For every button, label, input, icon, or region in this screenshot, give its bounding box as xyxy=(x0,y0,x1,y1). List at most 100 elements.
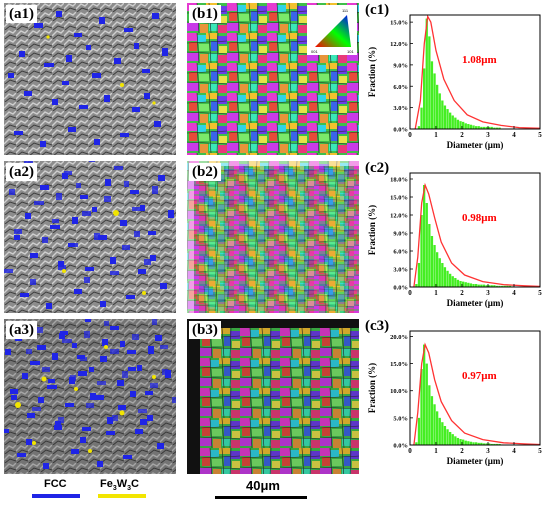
ipf-map-b1: 001 101 111 (b1) xyxy=(187,3,359,155)
phase-map-a3: (a3) xyxy=(4,319,176,474)
histogram-bar xyxy=(490,285,493,287)
phase-legend: FCC Fe3W3C 40μm xyxy=(0,478,550,508)
histogram-bar xyxy=(469,283,473,287)
histogram-bar xyxy=(417,417,421,445)
panel-label-b3: (b3) xyxy=(189,321,221,339)
x-tick-label: 2 xyxy=(460,447,464,455)
histogram-bar xyxy=(425,363,428,445)
x-tick-label: 5 xyxy=(538,447,542,455)
legend-fcc-label: FCC xyxy=(44,478,67,490)
ipf-color-key-triangle xyxy=(315,15,351,47)
y-tick-label: 3.0% xyxy=(393,267,408,274)
histogram-bar xyxy=(490,443,493,445)
histogram-bar xyxy=(506,285,509,287)
histogram-bar xyxy=(480,442,483,445)
histogram-bar xyxy=(462,439,465,445)
x-tick-label: 1 xyxy=(434,289,438,297)
histogram-bar xyxy=(428,385,431,445)
histogram-bar xyxy=(441,100,444,129)
histogram-bar xyxy=(420,369,423,445)
histogram-bar xyxy=(493,443,496,445)
histogram-bar xyxy=(475,126,478,129)
histogram-bar xyxy=(436,411,439,445)
histogram-bar xyxy=(441,263,444,287)
histogram-bar xyxy=(456,279,460,287)
y-tick-label: 3.0% xyxy=(393,105,408,112)
y-tick-label: 15.0% xyxy=(390,20,408,27)
ipf-key-001: 001 xyxy=(311,49,318,54)
ipf-key-101: 101 xyxy=(347,49,354,54)
phase-map-a2: (a2) xyxy=(4,161,176,313)
y-tick-label: 6.0% xyxy=(393,249,408,256)
histogram-bar xyxy=(436,252,439,287)
x-axis-label: Diameter (μm) xyxy=(447,140,504,150)
y-tick-label: 5.0% xyxy=(393,415,408,422)
panel-label-c3: (c3) xyxy=(365,318,390,334)
histogram-bar xyxy=(430,61,434,129)
y-tick-label: 9.0% xyxy=(393,231,408,238)
histogram-bar xyxy=(443,105,447,129)
legend-carbide-swatch xyxy=(98,494,146,498)
x-tick-label: 4 xyxy=(512,447,516,455)
histogram-bar xyxy=(508,285,512,287)
histogram-bar xyxy=(462,281,465,287)
histogram-bar xyxy=(438,258,441,287)
histogram-bar xyxy=(451,115,454,129)
chart-c2-svg: 0.0% 3.0% 6.0% 9.0% 12.0% 15.0% 18.0% 0 1 2 3 4 5 Dia… xyxy=(367,172,542,308)
panel-label-b1: (b1) xyxy=(189,5,221,23)
histogram-bar xyxy=(472,442,475,445)
x-tick-label: 3 xyxy=(486,447,490,455)
grain-size-chart-c2: (c2) 0.0% 3.0% 6.0% 9.0% 12.0% 15.0% 18.0% 0 1 2 3… xyxy=(365,160,546,316)
y-axis-label: Fraction (%) xyxy=(367,205,377,255)
histogram-bar xyxy=(436,84,439,129)
histogram-bar xyxy=(443,426,447,445)
histogram-bar xyxy=(428,36,431,129)
mean-diameter-annotation: 0.97μm xyxy=(462,370,497,382)
histogram-bar xyxy=(415,442,418,445)
histogram-bar xyxy=(488,285,491,287)
histogram-bar xyxy=(449,112,452,129)
panel-label-c2: (c2) xyxy=(365,160,390,176)
x-tick-label: 3 xyxy=(486,131,490,139)
histogram-bar xyxy=(441,422,444,445)
histogram-bar xyxy=(451,276,454,287)
plot-frame xyxy=(409,172,541,288)
histogram-bar xyxy=(498,127,501,129)
histogram-bar xyxy=(498,285,501,287)
histogram-bar xyxy=(428,224,431,287)
histogram-bar xyxy=(423,185,426,287)
ipf-key-111: 111 xyxy=(342,8,349,13)
y-tick-label: 20.0% xyxy=(390,334,408,341)
histogram-bar xyxy=(495,127,499,129)
y-tick-label: 0.0% xyxy=(393,127,408,134)
phase-map-a2-image xyxy=(4,161,176,313)
lognormal-fit-curve xyxy=(413,182,541,288)
chart-c1-svg: 0.0% 3.0% 6.0% 9.0% 12.0% 15.0% 0 1 2 3 4 5 Diameter… xyxy=(367,14,542,150)
y-tick-label: 6.0% xyxy=(393,84,408,91)
histogram-bar xyxy=(495,443,499,445)
y-tick-label: 0.0% xyxy=(393,285,408,292)
histogram-bar xyxy=(490,126,493,129)
lognormal-fit-curve xyxy=(413,342,541,446)
histogram-bar xyxy=(420,107,423,129)
panel-label-a3: (a3) xyxy=(6,321,37,339)
x-tick-label: 4 xyxy=(512,289,516,297)
histogram-bar xyxy=(477,442,480,445)
histogram-bar xyxy=(464,123,467,129)
mean-diameter-annotation: 0.98μm xyxy=(462,212,497,224)
histogram-bar xyxy=(488,126,491,129)
y-tick-label: 18.0% xyxy=(390,177,408,184)
x-tick-label: 2 xyxy=(460,289,464,297)
histogram-bar xyxy=(449,431,452,445)
panel-label-b2: (b2) xyxy=(189,163,221,181)
grain-size-chart-c1: (c1) 0.0% 3.0% 6.0% 9.0% 12.0% 15.0% 0 1 2 3 4 5 Dia… xyxy=(365,2,546,158)
histogram-bar xyxy=(451,434,454,445)
plot-frame xyxy=(409,14,541,130)
histogram-bar xyxy=(493,285,496,287)
histogram-bar xyxy=(425,18,428,129)
scale-bar xyxy=(215,496,307,499)
histogram-bar xyxy=(477,284,480,287)
histogram-bar xyxy=(467,282,470,287)
grain-size-chart-c3: (c3) 0.0% 5.0% 10.0% 15.0% 20.0% 0 1 2 3 4 5 Diamet… xyxy=(365,318,546,474)
histogram-bar xyxy=(446,109,449,129)
